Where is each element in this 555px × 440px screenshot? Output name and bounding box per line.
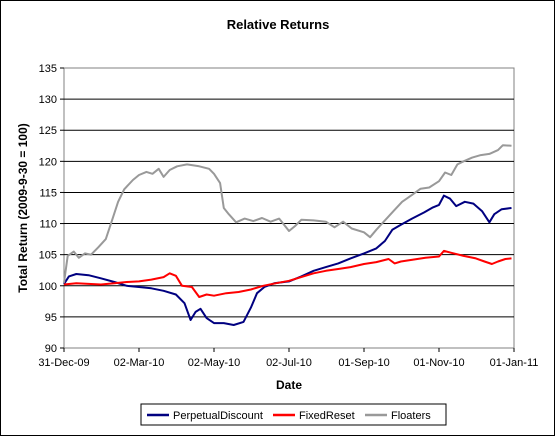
x-tick-label: 31-Dec-09	[38, 357, 89, 369]
legend-label-perpetualdiscount: PerpetualDiscount	[173, 410, 263, 422]
y-tick-label: 130	[39, 94, 57, 106]
legend: PerpetualDiscount FixedReset Floaters	[140, 403, 447, 426]
chart-title: Relative Returns	[227, 17, 330, 32]
x-tick-label: 02-May-10	[188, 357, 241, 369]
y-tick-label: 115	[39, 187, 57, 199]
gridlines	[64, 98, 514, 318]
y-tick-label: 135	[39, 63, 57, 75]
legend-label-floaters: Floaters	[391, 410, 431, 422]
y-tick-label: 100	[39, 281, 57, 293]
y-axis-ticks: 90 95 100 105 110 115 120 125 130 135	[39, 63, 64, 355]
y-tick-label: 110	[39, 219, 57, 231]
x-tick-label: 01-Nov-10	[413, 357, 464, 369]
legend-items: PerpetualDiscount FixedReset Floaters	[147, 410, 431, 422]
x-axis-title: Date	[276, 378, 302, 392]
x-tick-label: 01-Sep-10	[338, 357, 389, 369]
series-line-floaters	[63, 144, 512, 283]
legend-label-fixedreset: FixedReset	[299, 410, 355, 422]
y-tick-label: 105	[39, 250, 57, 262]
x-axis-ticks: 31-Dec-09 02-Mar-10 02-May-10 02-Jul-10 01-S…	[38, 348, 538, 369]
series-lines	[63, 144, 512, 326]
y-axis-title: Total Return (2009-9-30 = 100)	[16, 123, 30, 293]
x-tick-label: 02-Mar-10	[114, 357, 165, 369]
x-tick-label: 01-Jan-11	[490, 357, 539, 369]
y-tick-label: 125	[39, 125, 57, 137]
y-tick-label: 90	[45, 343, 57, 355]
x-tick-label: 02-Jul-10	[266, 357, 312, 369]
plot-area	[63, 67, 515, 349]
series-line-fixedreset	[63, 249, 512, 298]
y-tick-label: 120	[39, 156, 57, 168]
y-tick-label: 95	[45, 312, 57, 324]
